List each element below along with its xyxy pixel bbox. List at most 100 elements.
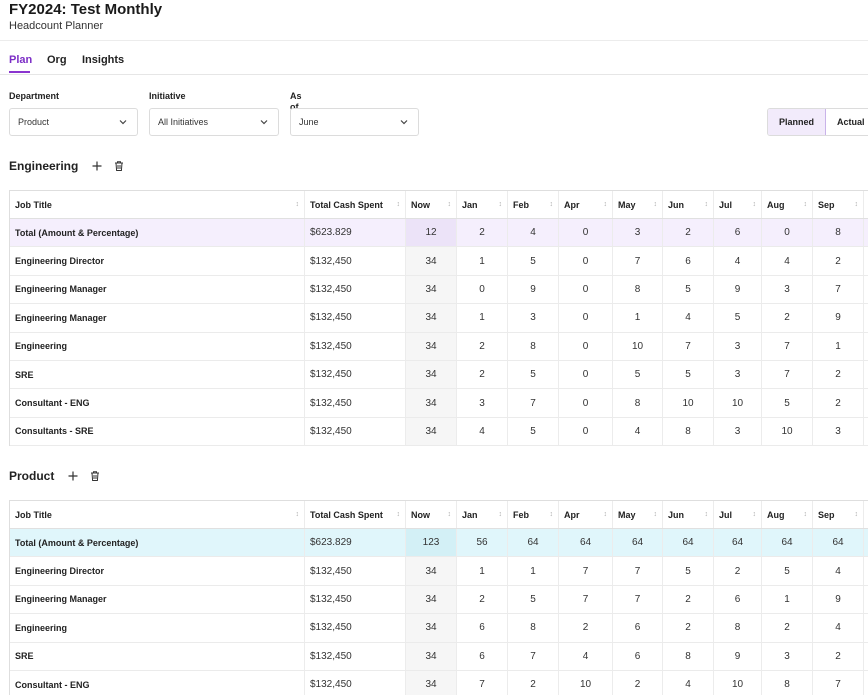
month-cell-may[interactable]: 8 [613, 275, 663, 304]
month-cell-jul[interactable]: 6 [714, 219, 762, 247]
month-cell-jun[interactable]: 8 [663, 417, 714, 446]
month-cell-aug[interactable]: 7 [762, 360, 813, 389]
month-cell-jun[interactable]: 6 [663, 247, 714, 275]
plus-icon[interactable] [67, 470, 79, 482]
month-cell-apr[interactable]: 0 [559, 304, 613, 332]
column-header-aug[interactable]: Aug ↕ [762, 501, 813, 528]
month-cell-feb[interactable]: 3 [508, 304, 559, 332]
month-cell-jan[interactable]: 7 [457, 670, 508, 695]
sort-icon[interactable]: ↕ [498, 511, 503, 518]
month-cell-may[interactable]: 6 [613, 642, 663, 670]
trash-icon[interactable] [89, 470, 101, 482]
month-cell-jul[interactable]: 10 [714, 389, 762, 417]
column-header-feb[interactable]: Feb ↕ [508, 191, 559, 218]
month-cell-feb[interactable]: 5 [508, 417, 559, 446]
month-cell-jun[interactable]: 4 [663, 670, 714, 695]
month-cell-aug[interactable]: 7 [762, 332, 813, 360]
table-row[interactable]: Consultant - ENG $132,450 34 3 7 0 8 10 10 5 2 [10, 389, 868, 418]
column-header-jan[interactable]: Jan ↕ [457, 501, 508, 528]
month-cell-apr[interactable]: 2 [559, 614, 613, 642]
month-cell-apr[interactable]: 0 [559, 247, 613, 275]
month-cell-jan[interactable]: 2 [457, 585, 508, 614]
month-cell-jul[interactable]: 6 [714, 585, 762, 614]
month-cell-feb[interactable]: 7 [508, 389, 559, 417]
month-cell-aug[interactable]: 1 [762, 585, 813, 614]
as-of-select[interactable]: June [290, 108, 419, 136]
month-cell-sep[interactable]: 2 [813, 360, 864, 389]
actual-button[interactable]: Actual [826, 109, 868, 135]
month-cell-jan[interactable]: 1 [457, 304, 508, 332]
month-cell-jan[interactable]: 1 [457, 557, 508, 585]
month-cell-may[interactable]: 8 [613, 389, 663, 417]
sort-icon[interactable]: ↕ [396, 201, 401, 208]
month-cell-jan[interactable]: 6 [457, 614, 508, 642]
month-cell-jun[interactable]: 2 [663, 219, 714, 247]
column-header-total-cash[interactable]: Total Cash Spent ↕ [305, 191, 406, 218]
month-cell-apr[interactable]: 0 [559, 332, 613, 360]
month-cell-jul[interactable]: 5 [714, 304, 762, 332]
column-header-now[interactable]: Now ↕ [406, 191, 457, 218]
table-row[interactable]: Consultants - SRE $132,450 34 4 5 0 4 8 3 10 3 [10, 417, 868, 447]
sort-icon[interactable]: ↕ [803, 511, 808, 518]
table-row[interactable]: Engineering Manager $132,450 34 1 3 0 1 4 5 2 9 [10, 304, 868, 333]
sort-icon[interactable]: ↕ [603, 511, 608, 518]
month-cell-aug[interactable]: 5 [762, 389, 813, 417]
month-cell-jun[interactable]: 7 [663, 332, 714, 360]
column-header-apr[interactable]: Apr ↕ [559, 191, 613, 218]
sort-icon[interactable]: ↕ [704, 511, 709, 518]
column-header-apr[interactable]: Apr ↕ [559, 501, 613, 528]
month-cell-sep[interactable]: 3 [813, 417, 864, 446]
column-header-aug[interactable]: Aug ↕ [762, 191, 813, 218]
month-cell-aug[interactable]: 10 [762, 417, 813, 446]
month-cell-feb[interactable]: 8 [508, 614, 559, 642]
month-cell-apr[interactable]: 7 [559, 585, 613, 614]
sort-icon[interactable]: ↕ [396, 511, 401, 518]
month-cell-feb[interactable]: 5 [508, 247, 559, 275]
sort-icon[interactable]: ↕ [752, 201, 757, 208]
month-cell-apr[interactable]: 64 [559, 529, 613, 557]
month-cell-apr[interactable]: 0 [559, 275, 613, 304]
month-cell-feb[interactable]: 2 [508, 670, 559, 695]
month-cell-may[interactable]: 4 [613, 417, 663, 446]
month-cell-apr[interactable]: 4 [559, 642, 613, 670]
tab-plan[interactable]: Plan [9, 54, 33, 66]
table-row[interactable]: SRE $132,450 34 2 5 0 5 5 3 7 2 [10, 360, 868, 390]
month-cell-feb[interactable]: 5 [508, 585, 559, 614]
month-cell-jan[interactable]: 3 [457, 389, 508, 417]
month-cell-jun[interactable]: 10 [663, 389, 714, 417]
month-cell-aug[interactable]: 8 [762, 670, 813, 695]
month-cell-feb[interactable]: 5 [508, 360, 559, 389]
month-cell-sep[interactable]: 7 [813, 670, 864, 695]
month-cell-may[interactable]: 7 [613, 585, 663, 614]
sort-icon[interactable]: ↕ [447, 511, 452, 518]
sort-icon[interactable]: ↕ [447, 201, 452, 208]
month-cell-feb[interactable]: 1 [508, 557, 559, 585]
month-cell-may[interactable]: 1 [613, 304, 663, 332]
month-cell-jul[interactable]: 2 [714, 557, 762, 585]
month-cell-jun[interactable]: 2 [663, 585, 714, 614]
month-cell-jul[interactable]: 3 [714, 360, 762, 389]
month-cell-may[interactable]: 3 [613, 219, 663, 247]
month-cell-may[interactable]: 7 [613, 557, 663, 585]
month-cell-may[interactable]: 6 [613, 614, 663, 642]
table-row[interactable]: Engineering Manager $132,450 34 0 9 0 8 5 9 3 7 [10, 275, 868, 305]
month-cell-apr[interactable]: 0 [559, 219, 613, 247]
month-cell-jan[interactable]: 56 [457, 529, 508, 557]
month-cell-jan[interactable]: 2 [457, 332, 508, 360]
column-header-jul[interactable]: Jul ↕ [714, 501, 762, 528]
month-cell-jul[interactable]: 9 [714, 642, 762, 670]
planned-button[interactable]: Planned [768, 109, 827, 135]
month-cell-jun[interactable]: 5 [663, 557, 714, 585]
column-header-sep[interactable]: Sep ↕ [813, 191, 864, 218]
initiative-select[interactable]: All Initiatives [149, 108, 279, 136]
month-cell-sep[interactable]: 4 [813, 614, 864, 642]
month-cell-jul[interactable]: 3 [714, 332, 762, 360]
month-cell-feb[interactable]: 7 [508, 642, 559, 670]
month-cell-aug[interactable]: 3 [762, 275, 813, 304]
sort-icon[interactable]: ↕ [653, 511, 658, 518]
sort-icon[interactable]: ↕ [603, 201, 608, 208]
month-cell-sep[interactable]: 9 [813, 304, 864, 332]
total-row[interactable]: Total (Amount & Percentage) $623.829 123 56… [10, 529, 868, 558]
column-header-job-title[interactable]: Job Title ↕ [10, 191, 305, 218]
month-cell-feb[interactable]: 4 [508, 219, 559, 247]
